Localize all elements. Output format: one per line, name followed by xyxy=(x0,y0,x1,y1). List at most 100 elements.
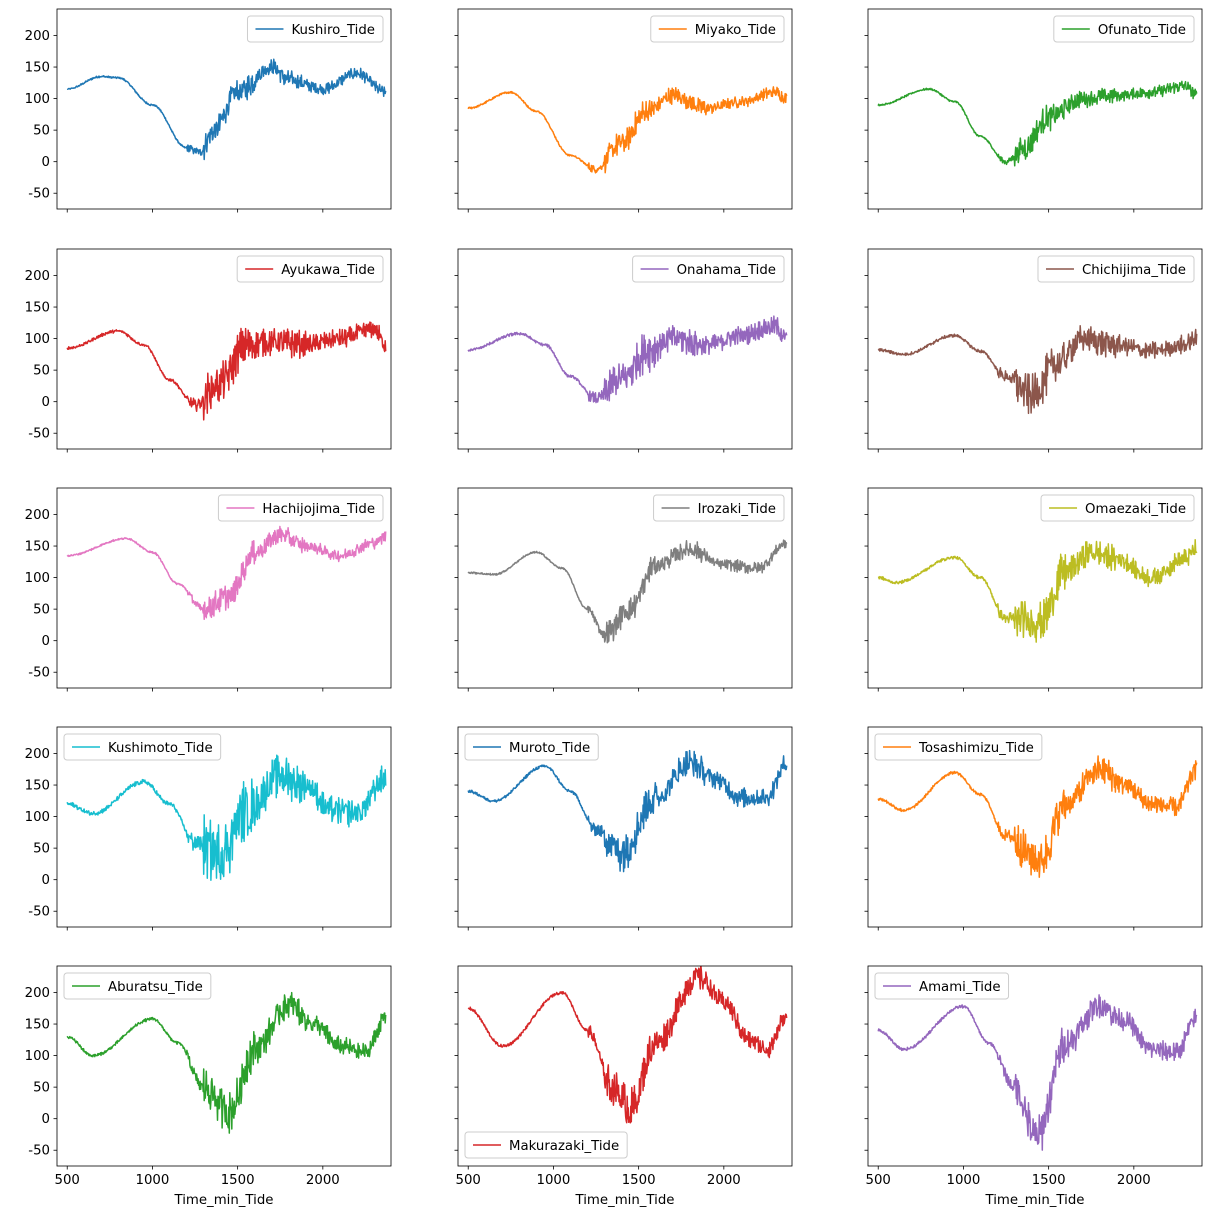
y-tick-label: 0 xyxy=(42,873,50,888)
legend: Onahama_Tide xyxy=(632,255,785,283)
y-tick-label: 50 xyxy=(33,603,50,618)
x-tick-label: 2000 xyxy=(306,1173,340,1188)
axes-frame xyxy=(457,965,793,1167)
legend: Aburatsu_Tide xyxy=(63,972,212,1000)
legend-label: Amami_Tide xyxy=(919,980,1001,995)
legend-label: Makurazaki_Tide xyxy=(509,1139,619,1154)
subplot-kushiro-tide: -50 0 50 100 150 200 Kushiro_Tide xyxy=(25,8,392,213)
legend: Omaezaki_Tide xyxy=(1040,494,1195,522)
legend-box xyxy=(217,494,384,522)
legend-label: Kushimoto_Tide xyxy=(108,741,213,756)
axes-frame xyxy=(457,248,793,450)
legend-box xyxy=(874,972,1010,1000)
legend-box xyxy=(63,972,212,1000)
legend-box xyxy=(236,255,384,283)
legend-label: Omaezaki_Tide xyxy=(1085,502,1186,517)
legend-box xyxy=(650,15,785,43)
legend-box xyxy=(1053,15,1195,43)
y-tick-label: 100 xyxy=(25,332,50,347)
y-tick-label: 100 xyxy=(25,92,50,107)
subplot-muroto-tide: Muroto_Tide xyxy=(454,726,793,931)
legend: Miyako_Tide xyxy=(650,15,785,43)
y-tick-label: 0 xyxy=(42,1112,50,1127)
y-tick-label: 50 xyxy=(33,364,50,379)
y-tick-label: 200 xyxy=(25,747,50,762)
legend-box xyxy=(63,733,222,761)
y-tick-label: 150 xyxy=(25,540,50,555)
legend: Tosashimizu_Tide xyxy=(874,733,1043,761)
y-tick-label: 150 xyxy=(25,301,50,316)
legend-box xyxy=(1040,494,1195,522)
y-tick-label: 50 xyxy=(33,842,50,857)
series-line xyxy=(877,80,1198,167)
axes-frame xyxy=(867,965,1203,1167)
legend: Muroto_Tide xyxy=(464,733,599,761)
legend-box xyxy=(246,15,384,43)
y-tick-label: 0 xyxy=(42,634,50,649)
legend-label: Ayukawa_Tide xyxy=(281,263,375,278)
legend-box xyxy=(653,494,785,522)
series-line xyxy=(467,749,788,873)
series-line xyxy=(467,86,788,174)
axes-frame xyxy=(457,487,793,689)
y-tick-label: -50 xyxy=(28,905,50,920)
series-line xyxy=(467,966,788,1124)
y-tick-label: 150 xyxy=(25,61,50,76)
axes-frame xyxy=(56,8,392,210)
legend-label: Tosashimizu_Tide xyxy=(918,741,1034,756)
x-tick-label: 500 xyxy=(866,1173,891,1188)
y-tick-label: 100 xyxy=(25,810,50,825)
series-line xyxy=(877,994,1198,1151)
y-tick-label: -50 xyxy=(28,666,50,681)
axes-frame xyxy=(457,8,793,210)
series-line xyxy=(877,539,1198,643)
subplot-kushimoto-tide: -50 0 50 100 150 200 Kushimoto_Tide xyxy=(25,726,392,931)
subplot-ofunato-tide: Ofunato_Tide xyxy=(864,8,1203,213)
x-axis-label: Time_min_Tide xyxy=(575,1193,675,1208)
subplot-irozaki-tide: Irozaki_Tide xyxy=(454,487,793,692)
legend-box xyxy=(632,255,785,283)
subplot-aburatsu-tide: -50 0 50 100 150 200 500 1000 1500 2000 Time_min_T… xyxy=(25,965,392,1208)
subplot-onahama-tide: Onahama_Tide xyxy=(454,248,793,453)
x-tick-label: 1500 xyxy=(1032,1173,1066,1188)
series-line xyxy=(877,755,1198,878)
legend-label: Aburatsu_Tide xyxy=(108,980,203,995)
y-tick-label: 50 xyxy=(33,1081,50,1096)
axes-frame xyxy=(867,248,1203,450)
legend-label: Muroto_Tide xyxy=(509,741,590,756)
x-tick-label: 1000 xyxy=(947,1173,981,1188)
legend: Kushiro_Tide xyxy=(246,15,384,43)
series-line xyxy=(66,991,387,1134)
x-tick-label: 1000 xyxy=(537,1173,571,1188)
y-tick-label: 0 xyxy=(42,395,50,410)
legend: Ofunato_Tide xyxy=(1053,15,1195,43)
subplot-miyako-tide: Miyako_Tide xyxy=(454,8,793,213)
series-line xyxy=(877,325,1198,415)
subplot-hachijojima-tide: -50 0 50 100 150 200 Hachijojima_Tide xyxy=(25,487,392,692)
y-tick-label: 100 xyxy=(25,571,50,586)
y-tick-label: 100 xyxy=(25,1049,50,1064)
legend: Kushimoto_Tide xyxy=(63,733,222,761)
y-tick-label: 0 xyxy=(42,155,50,170)
x-tick-label: 1000 xyxy=(136,1173,170,1188)
axes-frame xyxy=(867,726,1203,928)
y-tick-label: 50 xyxy=(33,124,50,139)
y-tick-label: 150 xyxy=(25,779,50,794)
x-tick-label: 1500 xyxy=(221,1173,255,1188)
axes-frame xyxy=(56,487,392,689)
subplot-amami-tide: 500 1000 1500 2000 Time_min_Tide Amami_Tide xyxy=(864,965,1203,1208)
y-tick-label: -50 xyxy=(28,1144,50,1159)
x-tick-label: 1500 xyxy=(622,1173,656,1188)
y-tick-label: 200 xyxy=(25,508,50,523)
y-tick-label: 200 xyxy=(25,29,50,44)
legend-label: Hachijojima_Tide xyxy=(262,502,375,517)
subplot-omaezaki-tide: Omaezaki_Tide xyxy=(864,487,1203,692)
legend: Chichijima_Tide xyxy=(1037,255,1195,283)
series-line xyxy=(66,58,387,161)
axes-frame xyxy=(457,726,793,928)
axes-frame xyxy=(56,965,392,1167)
legend-box xyxy=(464,733,599,761)
x-tick-label: 2000 xyxy=(707,1173,741,1188)
y-tick-label: 150 xyxy=(25,1018,50,1033)
